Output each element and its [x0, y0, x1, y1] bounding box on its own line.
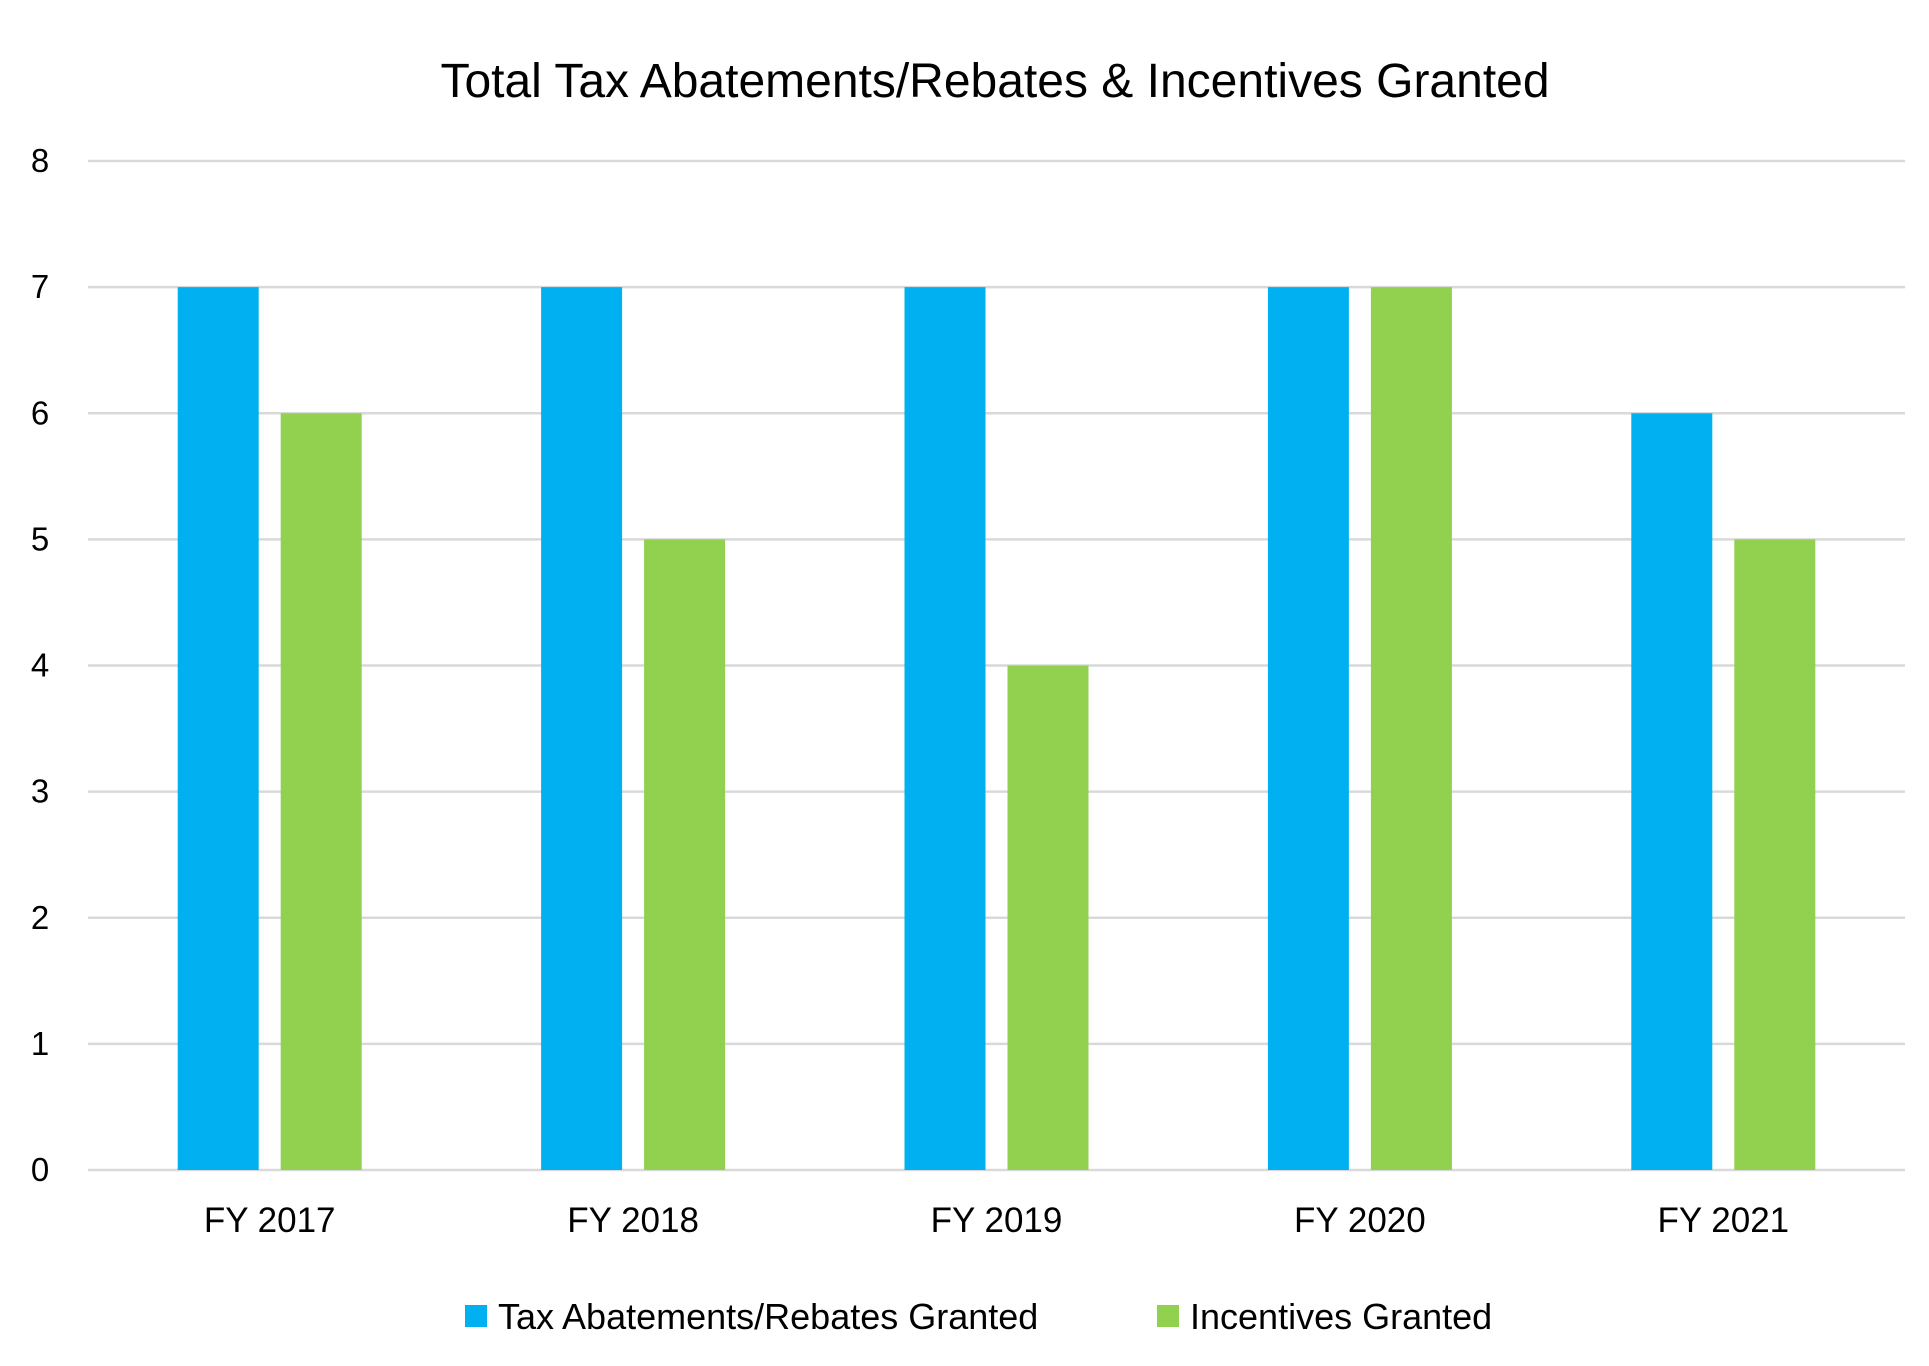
y-tick-label: 0 [31, 1151, 49, 1188]
legend-label: Incentives Granted [1190, 1296, 1492, 1337]
bar-tax-abatements [904, 287, 986, 1170]
x-category-label: FY 2018 [567, 1201, 699, 1240]
x-axis-category-labels: FY 2017 FY 2018 FY 2019 FY 2020 FY 2021 [204, 1201, 1789, 1240]
bar-tax-abatements [541, 287, 623, 1170]
bar-tax-abatements [1267, 287, 1349, 1170]
chart-title: Total Tax Abatements/Rebates & Incentive… [440, 55, 1549, 108]
y-tick-label: 8 [31, 142, 49, 179]
y-tick-label: 2 [31, 899, 49, 936]
bar-incentives [1734, 539, 1816, 1170]
y-tick-label: 1 [31, 1025, 49, 1062]
bar-incentives [1007, 665, 1089, 1170]
y-tick-label: 5 [31, 520, 49, 557]
y-axis-tick-labels: 0 1 2 3 4 5 6 7 8 [31, 142, 49, 1188]
y-tick-label: 6 [31, 394, 49, 431]
legend-swatch [465, 1305, 487, 1327]
bar-tax-abatements [177, 287, 259, 1170]
y-tick-label: 4 [31, 647, 49, 684]
x-category-label: FY 2017 [204, 1201, 336, 1240]
bar-tax-abatements [1631, 413, 1713, 1170]
bar-incentives [280, 413, 362, 1170]
bar-incentives [1370, 287, 1452, 1170]
legend-swatch [1157, 1305, 1179, 1327]
y-tick-label: 7 [31, 268, 49, 305]
x-category-label: FY 2020 [1294, 1201, 1426, 1240]
bars [177, 287, 1816, 1170]
x-category-label: FY 2019 [931, 1201, 1063, 1240]
x-category-label: FY 2021 [1657, 1201, 1789, 1240]
gridlines [88, 159, 1905, 1172]
legend-label: Tax Abatements/Rebates Granted [498, 1296, 1038, 1337]
y-tick-label: 3 [31, 773, 49, 810]
bar-incentives [644, 539, 726, 1170]
legend: Tax Abatements/Rebates Granted Incentives… [465, 1296, 1492, 1337]
